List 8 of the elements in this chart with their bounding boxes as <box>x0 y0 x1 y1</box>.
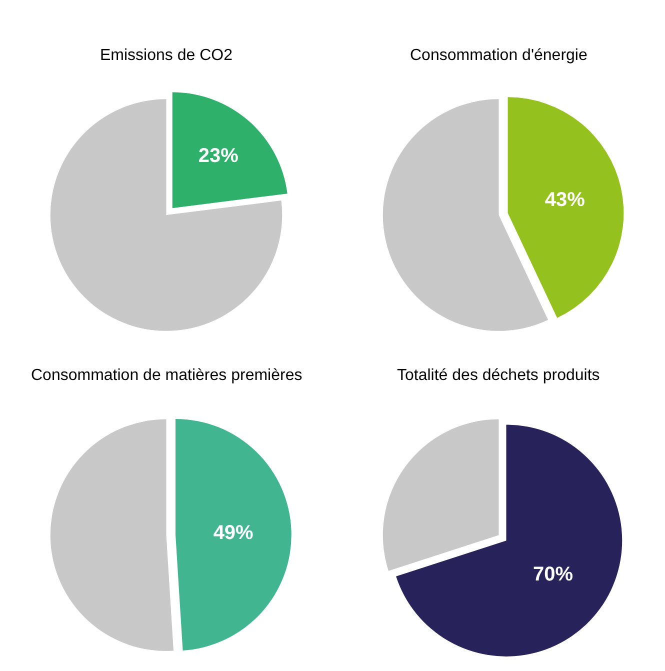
data-label: 23% <box>198 144 239 167</box>
data-label: 49% <box>213 522 254 544</box>
chart-title: Emissions de CO2 <box>100 47 233 64</box>
chart-title: Consommation d'énergie <box>410 47 588 64</box>
chart-title: Totalité des déchets produits <box>397 367 600 384</box>
data-label: 43% <box>544 189 586 212</box>
data-label: 70% <box>532 564 574 586</box>
chart-title: Consommation de matières premières <box>31 367 302 384</box>
